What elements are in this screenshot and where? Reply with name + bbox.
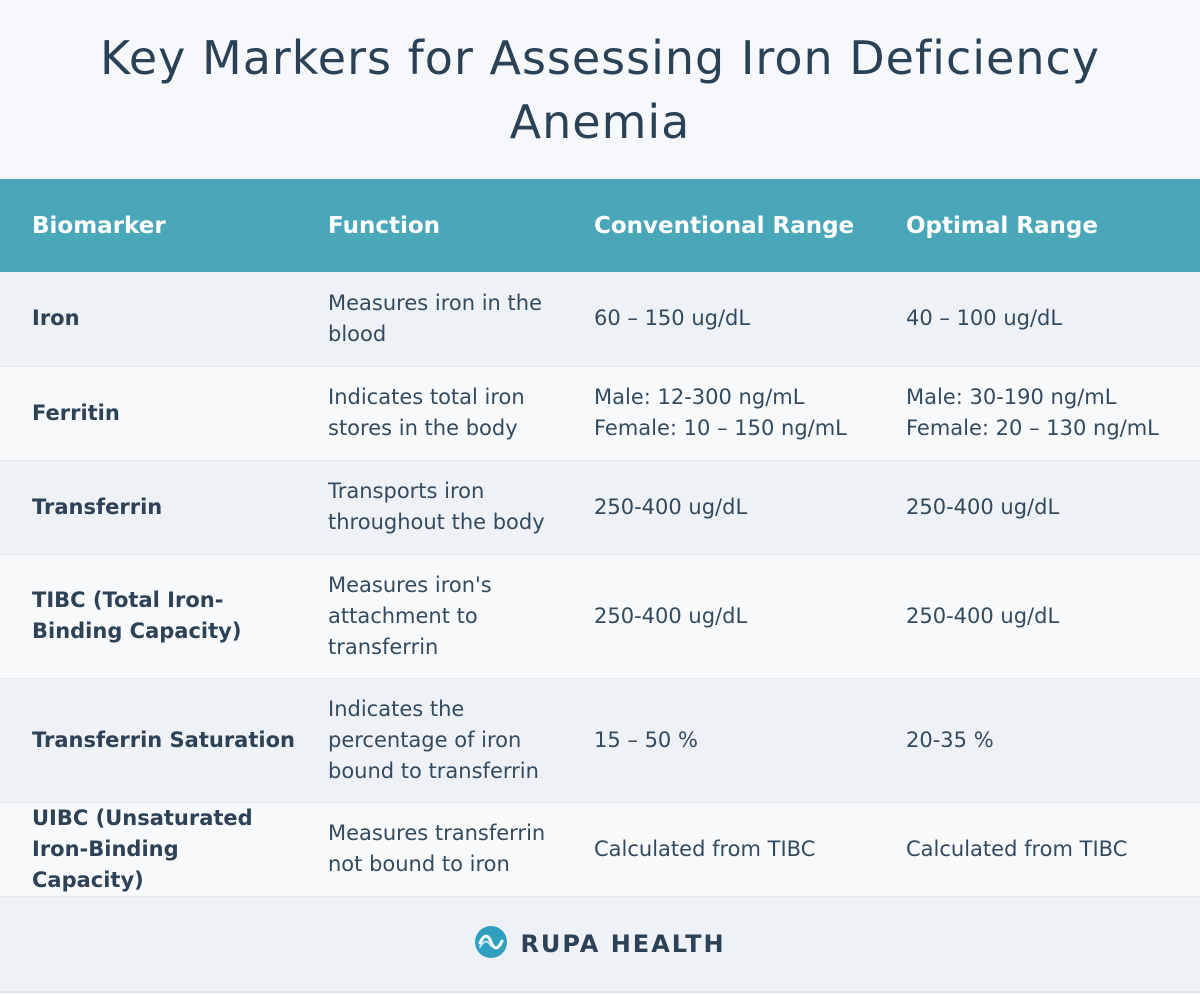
table-row: Transferrin Saturation Indicates the per… — [0, 678, 1200, 803]
conventional-range-cell: Calculated from TIBC — [562, 802, 874, 897]
conventional-range-cell: 250-400 ug/dL — [562, 460, 874, 555]
title-area: Key Markers for Assessing Iron Deficienc… — [0, 0, 1200, 179]
function-cell: Indicates total iron stores in the body — [296, 366, 562, 461]
brand-name: RUPA HEALTH — [520, 929, 726, 958]
conventional-range-cell: 15 – 50 % — [562, 678, 874, 803]
biomarker-cell: UIBC (Unsaturated Iron-Binding Capacity) — [0, 802, 296, 897]
function-cell: Measures iron's attachment to transferri… — [296, 554, 562, 679]
biomarker-cell: TIBC (Total Iron-Binding Capacity) — [0, 554, 296, 679]
table-row: TIBC (Total Iron-Binding Capacity) Measu… — [0, 554, 1200, 679]
function-cell: Transports iron throughout the body — [296, 460, 562, 555]
footer: RUPA HEALTH — [0, 896, 1200, 993]
function-cell: Measures iron in the blood — [296, 272, 562, 367]
optimal-range-cell: 20-35 % — [874, 678, 1200, 803]
table-row: Ferritin Indicates total iron stores in … — [0, 366, 1200, 461]
optimal-range-cell: 250-400 ug/dL — [874, 554, 1200, 679]
table-row: UIBC (Unsaturated Iron-Binding Capacity)… — [0, 802, 1200, 897]
header-biomarker: Biomarker — [32, 212, 166, 239]
biomarker-table: Biomarker Function Conventional Range Op… — [0, 179, 1200, 897]
optimal-range-cell: Calculated from TIBC — [874, 802, 1200, 897]
table-row: Transferrin Transports iron throughout t… — [0, 460, 1200, 555]
function-cell: Indicates the percentage of iron bound t… — [296, 678, 562, 803]
optimal-range-cell: 250-400 ug/dL — [874, 460, 1200, 555]
biomarker-cell: Iron — [0, 272, 296, 367]
biomarker-cell: Ferritin — [0, 366, 296, 461]
biomarker-cell: Transferrin — [0, 460, 296, 555]
function-cell: Measures transferrin not bound to iron — [296, 802, 562, 897]
biomarker-cell: Transferrin Saturation — [0, 678, 296, 803]
header-optimal-range: Optimal Range — [906, 212, 1098, 239]
table-row: Iron Measures iron in the blood 60 – 150… — [0, 272, 1200, 367]
optimal-range-cell: 40 – 100 ug/dL — [874, 272, 1200, 367]
rupa-wave-logo-icon — [474, 925, 508, 963]
page-title: Key Markers for Assessing Iron Deficienc… — [100, 30, 1100, 149]
table-header-row: Biomarker Function Conventional Range Op… — [0, 179, 1200, 272]
conventional-range-cell: Male: 12-300 ng/mL Female: 10 – 150 ng/m… — [562, 366, 874, 461]
optimal-range-cell: Male: 30-190 ng/mL Female: 20 – 130 ng/m… — [874, 366, 1200, 461]
header-conventional-range: Conventional Range — [594, 212, 855, 239]
header-function: Function — [328, 212, 441, 239]
conventional-range-cell: 250-400 ug/dL — [562, 554, 874, 679]
conventional-range-cell: 60 – 150 ug/dL — [562, 272, 874, 367]
